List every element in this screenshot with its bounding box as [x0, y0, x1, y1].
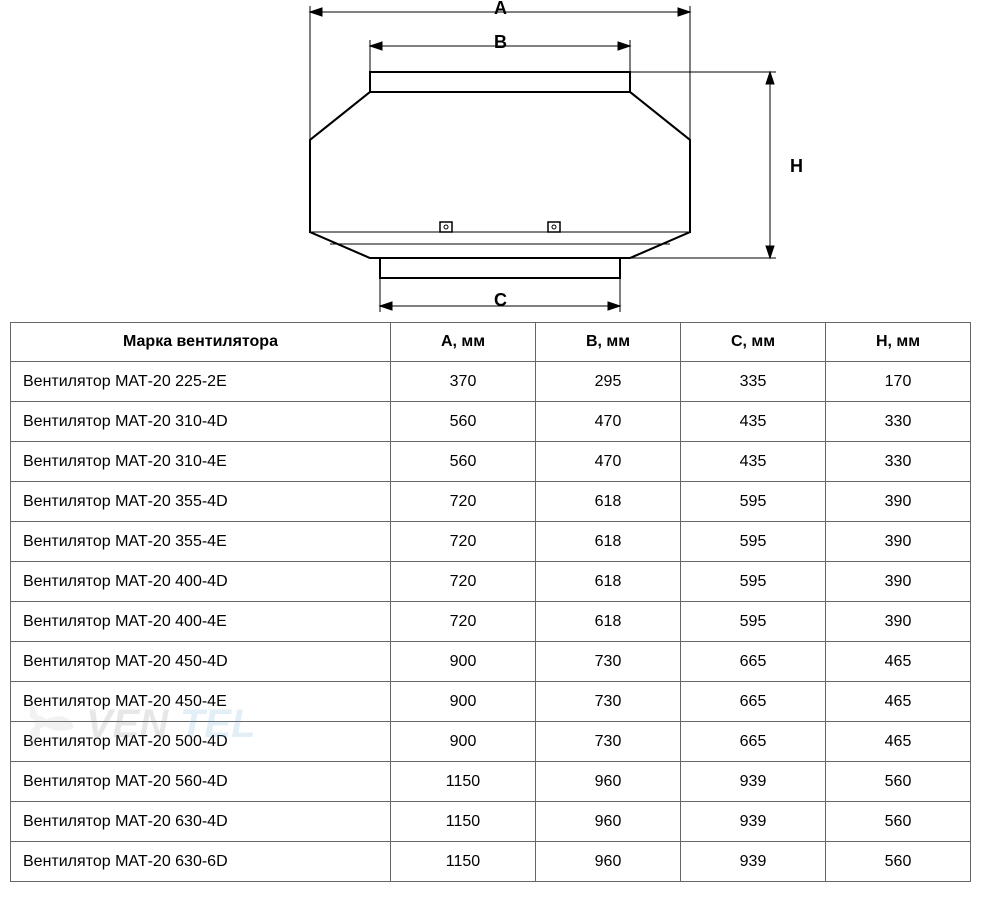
cell-value: 665: [681, 682, 826, 722]
col-h: Н, мм: [826, 323, 971, 362]
cell-value: 465: [826, 682, 971, 722]
cell-value: 390: [826, 482, 971, 522]
cell-value: 960: [536, 842, 681, 882]
cell-value: 665: [681, 722, 826, 762]
cell-value: 1150: [391, 762, 536, 802]
table-row: Вентилятор МАТ-20 630-4D1150960939560: [11, 802, 971, 842]
cell-value: 390: [826, 522, 971, 562]
table-row: Вентилятор МАТ-20 225-2E370295335170: [11, 362, 971, 402]
cell-value: 435: [681, 402, 826, 442]
cell-value: 720: [391, 602, 536, 642]
table-row: Вентилятор МАТ-20 450-4E900730665465: [11, 682, 971, 722]
cell-value: 939: [681, 802, 826, 842]
table-row: Вентилятор МАТ-20 560-4D1150960939560: [11, 762, 971, 802]
cell-value: 560: [826, 762, 971, 802]
page-container: A B C H Марка вентилятора А, мм В, мм С,…: [0, 0, 981, 882]
cell-model: Вентилятор МАТ-20 400-4D: [11, 562, 391, 602]
cell-value: 330: [826, 402, 971, 442]
cell-model: Вентилятор МАТ-20 310-4D: [11, 402, 391, 442]
table-row: Вентилятор МАТ-20 310-4E560470435330: [11, 442, 971, 482]
cell-value: 595: [681, 562, 826, 602]
cell-model: Вентилятор МАТ-20 310-4E: [11, 442, 391, 482]
cell-value: 465: [826, 722, 971, 762]
cell-value: 720: [391, 522, 536, 562]
table-row: Вентилятор МАТ-20 355-4D720618595390: [11, 482, 971, 522]
col-c: С, мм: [681, 323, 826, 362]
cell-value: 595: [681, 602, 826, 642]
cell-model: Вентилятор МАТ-20 400-4E: [11, 602, 391, 642]
fan-schematic-svg: [0, 0, 981, 322]
dim-label-a: A: [494, 0, 507, 19]
cell-value: 900: [391, 722, 536, 762]
cell-value: 595: [681, 482, 826, 522]
cell-value: 900: [391, 642, 536, 682]
table-row: Вентилятор МАТ-20 450-4D900730665465: [11, 642, 971, 682]
dim-label-c: C: [494, 290, 507, 311]
cell-value: 465: [826, 642, 971, 682]
cell-model: Вентилятор МАТ-20 630-6D: [11, 842, 391, 882]
cell-value: 435: [681, 442, 826, 482]
cell-value: 730: [536, 642, 681, 682]
cell-value: 1150: [391, 802, 536, 842]
cell-value: 560: [826, 802, 971, 842]
cell-model: Вентилятор МАТ-20 355-4D: [11, 482, 391, 522]
cell-model: Вентилятор МАТ-20 500-4D: [11, 722, 391, 762]
cell-model: Вентилятор МАТ-20 560-4D: [11, 762, 391, 802]
cell-value: 730: [536, 682, 681, 722]
cell-value: 330: [826, 442, 971, 482]
cell-value: 665: [681, 642, 826, 682]
table-row: Вентилятор МАТ-20 630-6D1150960939560: [11, 842, 971, 882]
cell-value: 560: [826, 842, 971, 882]
dimension-diagram: A B C H: [0, 0, 981, 322]
col-model: Марка вентилятора: [11, 323, 391, 362]
cell-value: 730: [536, 722, 681, 762]
table-header-row: Марка вентилятора А, мм В, мм С, мм Н, м…: [11, 323, 971, 362]
dimensions-table: Марка вентилятора А, мм В, мм С, мм Н, м…: [10, 322, 971, 882]
table-row: Вентилятор МАТ-20 500-4D900730665465: [11, 722, 971, 762]
cell-value: 295: [536, 362, 681, 402]
col-a: А, мм: [391, 323, 536, 362]
cell-value: 560: [391, 402, 536, 442]
table-row: Вентилятор МАТ-20 400-4D720618595390: [11, 562, 971, 602]
cell-model: Вентилятор МАТ-20 355-4E: [11, 522, 391, 562]
dim-label-b: B: [494, 32, 507, 53]
cell-value: 618: [536, 482, 681, 522]
cell-model: Вентилятор МАТ-20 450-4D: [11, 642, 391, 682]
cell-value: 900: [391, 682, 536, 722]
table-row: Вентилятор МАТ-20 310-4D560470435330: [11, 402, 971, 442]
cell-value: 390: [826, 602, 971, 642]
cell-model: Вентилятор МАТ-20 450-4E: [11, 682, 391, 722]
cell-value: 470: [536, 402, 681, 442]
cell-value: 939: [681, 762, 826, 802]
cell-value: 170: [826, 362, 971, 402]
cell-value: 370: [391, 362, 536, 402]
cell-value: 960: [536, 762, 681, 802]
col-b: В, мм: [536, 323, 681, 362]
cell-value: 595: [681, 522, 826, 562]
cell-value: 335: [681, 362, 826, 402]
cell-value: 560: [391, 442, 536, 482]
cell-value: 618: [536, 522, 681, 562]
cell-model: Вентилятор МАТ-20 225-2E: [11, 362, 391, 402]
cell-value: 390: [826, 562, 971, 602]
table-row: Вентилятор МАТ-20 355-4E720618595390: [11, 522, 971, 562]
cell-value: 470: [536, 442, 681, 482]
cell-value: 1150: [391, 842, 536, 882]
cell-value: 939: [681, 842, 826, 882]
cell-value: 960: [536, 802, 681, 842]
cell-value: 720: [391, 562, 536, 602]
cell-value: 720: [391, 482, 536, 522]
dim-label-h: H: [790, 156, 803, 177]
table-row: Вентилятор МАТ-20 400-4E720618595390: [11, 602, 971, 642]
table-body: Вентилятор МАТ-20 225-2E370295335170Вент…: [11, 362, 971, 882]
cell-value: 618: [536, 602, 681, 642]
cell-model: Вентилятор МАТ-20 630-4D: [11, 802, 391, 842]
cell-value: 618: [536, 562, 681, 602]
